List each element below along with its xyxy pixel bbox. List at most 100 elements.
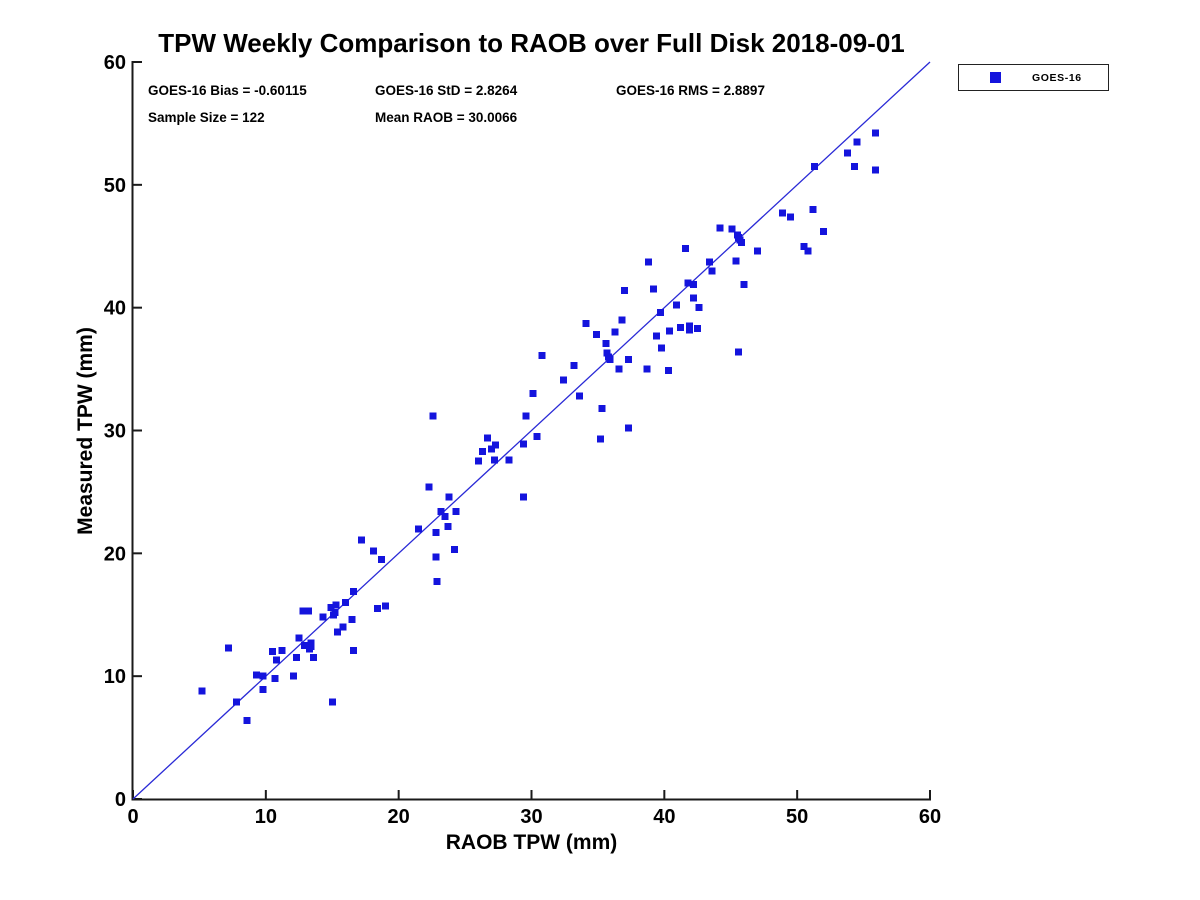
scatter-point <box>800 242 808 250</box>
scatter-point <box>474 457 482 465</box>
scatter-point <box>292 654 300 662</box>
scatter-point <box>278 646 286 654</box>
scatter-point <box>643 365 651 373</box>
scatter-point <box>753 247 761 255</box>
x-tick-label: 20 <box>388 806 410 828</box>
y-tick-label: 10 <box>104 666 126 688</box>
y-tick-label: 20 <box>104 543 126 565</box>
scatter-point <box>593 331 601 339</box>
scatter-point <box>295 634 303 642</box>
scatter-point <box>339 623 347 631</box>
scatter-point <box>304 607 312 615</box>
scatter-point <box>695 304 703 312</box>
scatter-point <box>666 327 674 335</box>
scatter-point <box>533 433 541 441</box>
scatter-point <box>505 456 513 464</box>
scatter-point <box>432 528 440 536</box>
scatter-point <box>570 361 578 369</box>
scatter-point <box>559 376 567 384</box>
scatter-point <box>644 258 652 266</box>
scatter-point <box>520 440 528 448</box>
scatter-point <box>490 456 498 464</box>
scatter-point <box>620 286 628 294</box>
scatter-point <box>198 687 206 695</box>
stat-std: GOES-16 StD = 2.8264 <box>375 83 518 98</box>
x-tick-label: 0 <box>127 806 138 828</box>
scatter-point <box>787 213 795 221</box>
scatter-point <box>225 644 233 652</box>
scatter-point <box>307 643 315 651</box>
scatter-point <box>656 309 664 317</box>
scatter-point <box>716 224 724 232</box>
scatter-point <box>432 553 440 561</box>
scatter-point <box>850 162 858 170</box>
scatter-point <box>259 686 267 694</box>
scatter-point <box>676 323 684 331</box>
scatter-point <box>686 326 694 334</box>
scatter-point <box>319 613 327 621</box>
scatter-point <box>624 355 632 363</box>
scatter-point <box>381 602 389 610</box>
scatter-point <box>575 392 583 400</box>
scatter-point <box>450 546 458 554</box>
x-tick-label: 30 <box>520 806 542 828</box>
scatter-point <box>429 412 437 420</box>
scatter-point <box>243 716 251 724</box>
scatter-point <box>433 578 441 586</box>
stat-sample-size: Sample Size = 122 <box>148 110 265 125</box>
y-tick-label: 40 <box>104 298 126 320</box>
scatter-point <box>529 390 537 398</box>
scatter-point <box>664 366 672 374</box>
scatter-point <box>684 279 692 287</box>
scatter-point <box>737 239 745 247</box>
scatter-point <box>690 280 698 288</box>
scatter-point <box>484 434 492 442</box>
scatter-point <box>520 493 528 501</box>
legend-label-goes16: GOES-16 <box>1032 71 1082 84</box>
y-tick-label: 50 <box>104 175 126 197</box>
legend-marker-icon <box>990 72 1001 83</box>
scatter-point <box>872 129 880 137</box>
scatter-point <box>331 608 339 616</box>
stat-mean-raob: Mean RAOB = 30.0066 <box>375 110 518 125</box>
scatter-point <box>348 616 356 624</box>
scatter-point <box>624 424 632 432</box>
scatter-point <box>478 447 486 455</box>
page-title: TPW Weekly Comparison to RAOB over Full … <box>158 28 905 58</box>
scatter-point <box>844 149 852 157</box>
scatter-point <box>597 435 605 443</box>
scatter-point <box>233 698 241 706</box>
scatter-point <box>299 607 307 615</box>
scatter-point <box>441 512 449 520</box>
scatter-point <box>268 648 276 656</box>
reference-line <box>132 61 931 800</box>
scatter-point <box>611 328 619 336</box>
x-tick-label: 60 <box>919 806 941 828</box>
scatter-point <box>290 672 298 680</box>
scatter-point <box>271 675 279 683</box>
scatter-point <box>652 332 660 340</box>
scatter-point <box>779 209 787 217</box>
scatter-point <box>452 508 460 516</box>
scatter-point <box>672 301 680 309</box>
x-tick-label: 40 <box>653 806 675 828</box>
scatter-point <box>602 339 610 347</box>
scatter-point <box>658 344 666 352</box>
scatter-point <box>350 646 358 654</box>
scatter-point <box>705 258 713 266</box>
legend-box: GOES-16 <box>958 64 1109 91</box>
scatter-point <box>728 225 736 233</box>
scatter-point <box>810 162 818 170</box>
scatter-point <box>690 294 698 302</box>
y-tick-label: 30 <box>104 421 126 443</box>
scatter-point <box>615 365 623 373</box>
scatter-point <box>253 671 261 679</box>
scatter-point <box>804 247 812 255</box>
scatter-point <box>444 522 452 530</box>
scatter-point <box>732 257 740 265</box>
scatter-point <box>582 320 590 328</box>
scatter-point <box>332 601 340 609</box>
stat-rms: GOES-16 RMS = 2.8897 <box>616 83 765 98</box>
scatter-point <box>310 654 318 662</box>
scatter-point <box>618 316 626 324</box>
